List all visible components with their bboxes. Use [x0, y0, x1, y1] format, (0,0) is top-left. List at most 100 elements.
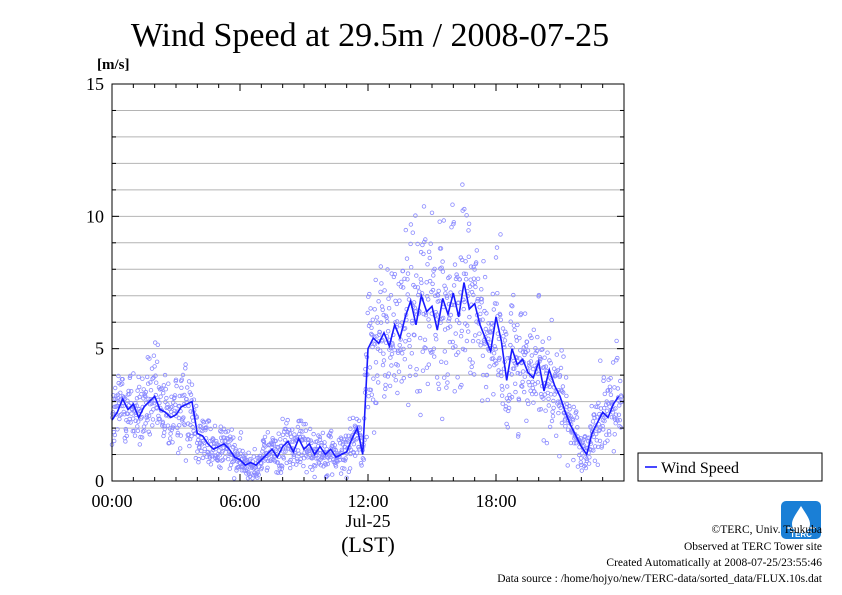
- scatter-point: [432, 354, 437, 359]
- scatter-point: [469, 364, 474, 370]
- scatter-point: [563, 375, 569, 380]
- scatter-point: [420, 368, 426, 373]
- scatter-point: [343, 456, 348, 461]
- scatter-point: [602, 418, 607, 424]
- scatter-point: [358, 461, 364, 466]
- scatter-point: [146, 413, 152, 419]
- scatter-point: [298, 418, 304, 423]
- scatter-point: [383, 382, 388, 388]
- scatter-point: [394, 319, 400, 324]
- credit-created: Created Automatically at 2008-07-25/23:5…: [606, 557, 822, 569]
- scatter-point: [439, 265, 444, 270]
- scatter-point: [528, 333, 533, 338]
- scatter-point: [410, 230, 415, 235]
- scatter-point: [377, 332, 382, 337]
- scatter-point: [295, 435, 300, 440]
- scatter-point: [467, 314, 472, 320]
- scatter-point: [508, 319, 513, 324]
- scatter-point: [450, 339, 455, 345]
- scatter-point: [478, 343, 483, 348]
- scatter-point: [551, 398, 556, 404]
- scatter-point: [110, 410, 116, 415]
- scatter-point: [229, 427, 234, 432]
- scatter-point: [493, 358, 498, 363]
- scatter-point: [533, 391, 539, 397]
- y-tick-label: 5: [95, 339, 104, 359]
- scatter-point: [344, 439, 349, 445]
- scatter-point: [605, 438, 610, 443]
- scatter-point: [342, 458, 348, 463]
- scatter-point: [509, 372, 514, 377]
- scatter-point: [325, 473, 330, 478]
- scatter-point: [369, 331, 374, 337]
- scatter-point: [288, 465, 293, 471]
- scatter-point: [459, 328, 464, 334]
- scatter-point: [419, 291, 425, 296]
- scatter-point: [445, 372, 450, 377]
- scatter-point: [536, 371, 541, 377]
- scatter-point: [536, 292, 542, 298]
- scatter-point: [133, 418, 138, 423]
- scatter-point: [498, 317, 503, 322]
- scatter-point: [130, 416, 136, 421]
- scatter-point: [414, 367, 419, 372]
- scatter-point: [403, 339, 408, 344]
- scatter-point: [371, 430, 377, 435]
- scatter-point: [407, 344, 412, 349]
- y-tick-label: 0: [95, 471, 104, 491]
- scatter-point: [490, 321, 495, 326]
- scatter-point: [458, 255, 463, 260]
- scatter-point: [294, 462, 299, 467]
- scatter-point: [525, 348, 531, 353]
- scatter-point: [423, 237, 428, 242]
- scatter-point: [607, 404, 612, 409]
- scatter-point: [135, 428, 141, 433]
- scatter-point: [150, 376, 155, 381]
- scatter-point: [204, 425, 209, 430]
- scatter-point: [398, 284, 404, 289]
- scatter-point: [484, 311, 489, 316]
- scatter-point: [343, 433, 349, 438]
- scatter-point: [516, 432, 521, 437]
- scatter-point: [128, 389, 134, 394]
- scatter-point: [285, 417, 290, 423]
- scatter-point: [169, 427, 174, 432]
- scatter-point: [482, 274, 488, 280]
- scatter-point: [382, 373, 388, 378]
- scatter-point: [195, 449, 200, 454]
- scatter-point: [341, 439, 346, 445]
- scatter-point: [386, 296, 391, 301]
- scatter-point: [581, 443, 587, 448]
- scatter-point: [227, 466, 232, 471]
- scatter-point: [164, 395, 169, 401]
- scatter-point: [444, 385, 449, 390]
- scatter-point: [173, 377, 179, 382]
- scatter-point: [325, 461, 330, 467]
- scatter-point: [178, 433, 183, 438]
- scatter-point: [376, 299, 381, 304]
- scatter-point: [259, 461, 264, 466]
- scatter-point: [477, 331, 482, 336]
- scatter-point: [167, 436, 173, 441]
- scatter-point: [395, 390, 400, 396]
- scatter-point: [445, 380, 450, 385]
- scatter-point: [116, 373, 121, 379]
- scatter-point: [530, 379, 535, 385]
- scatter-point: [313, 463, 318, 469]
- scatter-point: [548, 392, 554, 397]
- scatter-point: [475, 276, 481, 281]
- x-tick-label: 12:00: [347, 491, 388, 511]
- scatter-point: [524, 339, 530, 345]
- scatter-point: [390, 342, 395, 347]
- scatter-point: [251, 454, 256, 459]
- scatter-point: [549, 418, 555, 424]
- scatter-point: [543, 408, 548, 413]
- scatter-point: [434, 337, 439, 342]
- scatter-point: [371, 376, 376, 381]
- scatter-point: [450, 345, 456, 350]
- scatter-point: [169, 404, 175, 409]
- scatter-point: [615, 418, 620, 423]
- scatter-point: [535, 334, 540, 340]
- scatter-point: [237, 436, 243, 441]
- scatter-point: [172, 395, 177, 400]
